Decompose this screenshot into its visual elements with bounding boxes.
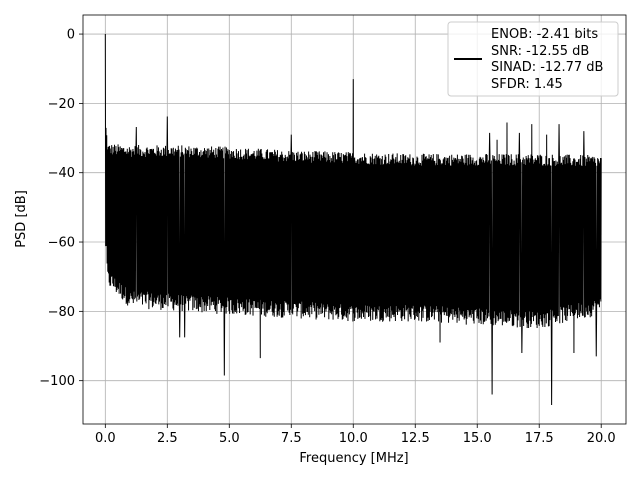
x-tick-label: 20.0	[587, 431, 616, 446]
x-tick-label: 5.0	[219, 431, 240, 446]
x-tick-label: 17.5	[525, 431, 554, 446]
legend-snr: SNR: -12.55 dB	[491, 44, 589, 59]
axes-frame	[82, 14, 627, 425]
y-tick-label: −60	[48, 236, 75, 251]
legend-box	[447, 21, 619, 97]
y-tick-label: −20	[48, 97, 75, 112]
legend-sinad: SINAD: -12.77 dB	[491, 60, 603, 75]
legend-sfdr: SFDR: 1.45	[491, 77, 563, 92]
x-tick-label: 15.0	[463, 431, 492, 446]
axes-border	[82, 14, 627, 425]
x-tick-label: 7.5	[281, 431, 302, 446]
y-tick-label: 0	[67, 28, 75, 43]
x-axis-label: Frequency [MHz]	[299, 451, 408, 466]
y-tick-label: −40	[48, 166, 75, 181]
x-tick-label: 0.0	[95, 431, 116, 446]
legend: ENOB: -2.41 bits SNR: -12.55 dB SINAD: -…	[447, 21, 619, 97]
legend-enob: ENOB: -2.41 bits	[491, 27, 598, 42]
x-tick-label: 2.5	[157, 431, 178, 446]
y-tick-label: −100	[39, 374, 75, 389]
y-tick-label: −80	[48, 305, 75, 320]
x-axis-ticks: 0.0 2.5 5.0 7.5 10.0 12.5 15.0 17.5 20.0	[95, 424, 616, 446]
y-axis-ticks: 0 −20 −40 −60 −80 −100	[39, 28, 83, 389]
psd-series	[104, 34, 602, 405]
y-axis-label: PSD [dB]	[14, 190, 29, 248]
x-tick-label: 10.0	[339, 431, 368, 446]
psd-line	[104, 34, 602, 405]
x-tick-label: 12.5	[401, 431, 430, 446]
